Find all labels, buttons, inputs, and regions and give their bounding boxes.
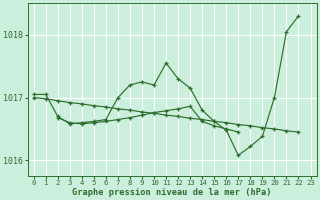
X-axis label: Graphe pression niveau de la mer (hPa): Graphe pression niveau de la mer (hPa) bbox=[72, 188, 272, 197]
